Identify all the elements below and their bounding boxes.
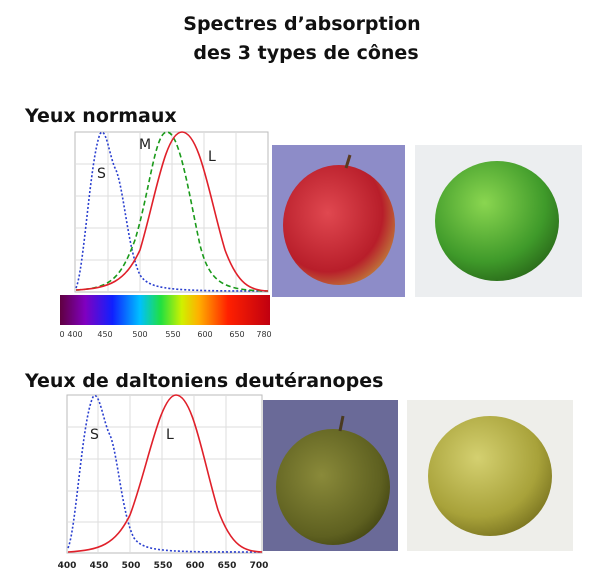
grid — [75, 132, 268, 292]
s-curve — [75, 131, 269, 292]
curve-label: L — [166, 427, 174, 443]
axis-label: 700 — [250, 561, 269, 571]
axis-label: 650 — [218, 561, 237, 571]
l-curve — [67, 394, 263, 553]
spectrum-bar — [60, 295, 270, 325]
title-line: Spectres d’absorption — [183, 13, 420, 35]
curve-label: M — [139, 137, 151, 153]
red-apple — [283, 165, 395, 285]
l-curve — [75, 131, 269, 292]
m-curve — [75, 131, 269, 292]
axis-label: 450 — [90, 561, 109, 571]
axis-label: 400 — [58, 561, 77, 571]
axis-label: 780 — [256, 330, 271, 339]
grid — [67, 395, 262, 553]
stem — [338, 415, 345, 432]
spectrum-chart: S M L 0 400 450 500 550 600 650 780 — [59, 131, 272, 339]
spectrum-chart: S L 400 450 500 550 600 650 700 — [58, 394, 269, 571]
axis-label: 600 — [197, 330, 212, 339]
section-heading: Yeux de daltoniens deutéranopes — [24, 370, 383, 392]
section-heading: Yeux normaux — [24, 105, 177, 127]
axis-label: 0 — [59, 330, 64, 339]
olive-apple — [276, 429, 390, 545]
axis-label: 400 — [67, 330, 82, 339]
curve-label: S — [97, 166, 106, 182]
title-line: des 3 types de cônes — [193, 42, 418, 64]
stem — [344, 154, 352, 169]
axis-label: 500 — [122, 561, 141, 571]
axis-label: 500 — [132, 330, 147, 339]
axis-label: 450 — [97, 330, 112, 339]
s-curve — [67, 394, 263, 553]
axis-label: 600 — [186, 561, 205, 571]
axis-label: 550 — [165, 330, 180, 339]
green-apple — [435, 161, 559, 281]
axis-label: 650 — [229, 330, 244, 339]
chart-frame — [66, 394, 263, 554]
curve-label: L — [208, 149, 216, 165]
axis-label: 550 — [154, 561, 173, 571]
curve-label: S — [90, 427, 99, 443]
yellow-apple — [428, 416, 552, 536]
